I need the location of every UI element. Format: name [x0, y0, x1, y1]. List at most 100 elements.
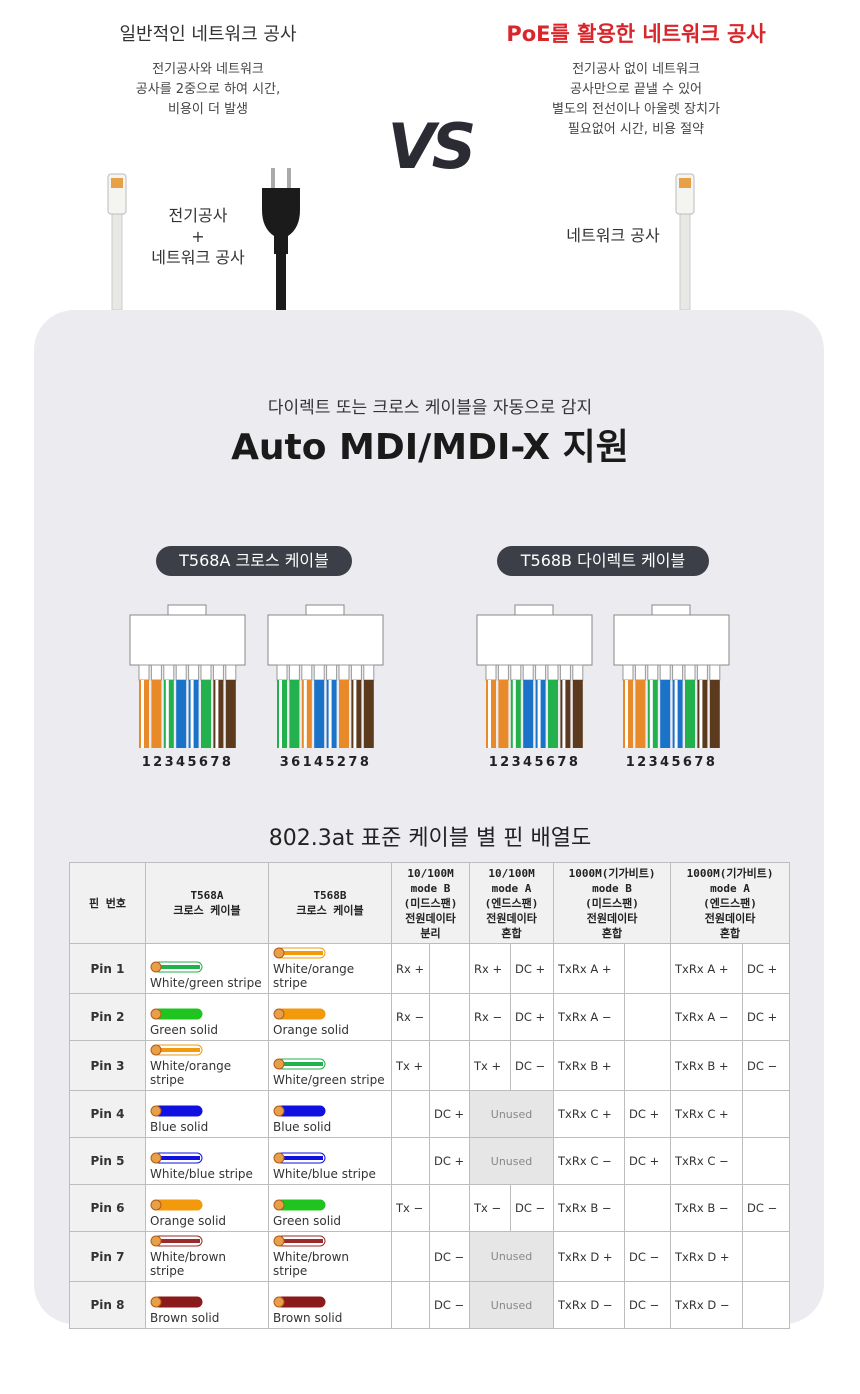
signal-cell	[428, 1184, 471, 1232]
header-line: 전원데이타	[704, 911, 756, 925]
unused-cell: Unused	[469, 1281, 555, 1329]
wire-stripe	[281, 1062, 323, 1066]
rj45-connector: 12345678	[476, 604, 593, 770]
signal-cell: Rx +	[469, 943, 512, 994]
wire-cell: Brown solid	[268, 1281, 392, 1329]
wire-cell: Blue solid	[145, 1090, 269, 1138]
text-line: 전기공사 없이 네트워크	[572, 62, 700, 77]
text-line: 네트워크 공사	[566, 226, 660, 245]
wire	[660, 680, 671, 748]
contact	[163, 664, 175, 681]
wire-stripe	[674, 680, 678, 748]
wire-icon	[150, 961, 203, 973]
contact	[672, 664, 684, 681]
contact	[696, 664, 708, 681]
wire-core	[150, 1008, 162, 1020]
wire-stripe	[562, 680, 566, 748]
pin-cell: Pin 6	[69, 1184, 146, 1232]
signal-cell: DC +	[624, 1090, 672, 1138]
signal-cell: DC +	[742, 993, 791, 1041]
left-label: 전기공사 + 네트워크 공사	[118, 205, 278, 268]
header-cell: 1000M(기가비트) mode B (미드스팬) 전원데이타 혼합	[553, 862, 672, 944]
wire-stripe	[158, 1156, 200, 1160]
signal-cell: TxRx A +	[553, 943, 626, 994]
wire-label: Green solid	[150, 1023, 219, 1037]
wire-stripe	[158, 1048, 200, 1052]
header-line: T568B	[313, 889, 347, 902]
table-row: Pin 7 White/brown stripe White/brown strip…	[69, 1231, 791, 1282]
contact	[188, 664, 200, 681]
wire-core	[150, 1296, 162, 1308]
wire-stripe	[158, 1239, 200, 1243]
lan-cable-left	[107, 173, 127, 310]
wire-cell: Green solid	[268, 1184, 392, 1232]
pin-cell: Pin 2	[69, 993, 146, 1041]
header-cell: 10/100M mode A (엔드스팬) 전원데이타 혼합	[469, 862, 555, 944]
contact	[572, 664, 584, 681]
wire-icon	[150, 1235, 203, 1247]
wire-icon	[150, 1044, 203, 1056]
signal-cell: DC −	[624, 1231, 672, 1282]
contact	[225, 664, 237, 681]
connector-body	[129, 614, 246, 666]
text-line: 전기공사와 네트워크	[152, 62, 264, 77]
wire-cell: White/green stripe	[145, 943, 269, 994]
header-cell: T568B 크로스 케이블	[268, 862, 392, 944]
connector-tab	[305, 604, 345, 617]
wire-label: Orange solid	[150, 1214, 227, 1228]
table-row: Pin 5 White/blue stripe White/blue stripe D…	[69, 1137, 791, 1185]
wire-core	[150, 1044, 162, 1056]
mdi-title: Auto MDI/MDI-X 지원	[231, 427, 629, 468]
wire-core	[273, 1105, 285, 1117]
header-line: mode A	[491, 881, 532, 895]
connector-tab	[514, 604, 554, 617]
wire-icon	[150, 1008, 203, 1020]
signal-cell: DC +	[428, 1137, 471, 1185]
wire-cell: Blue solid	[268, 1090, 392, 1138]
wire-stripe	[649, 680, 653, 748]
wire-stripe	[303, 680, 307, 748]
wire-stripe	[353, 680, 357, 748]
header-line: 혼합	[719, 926, 741, 940]
header-cell: 1000M(기가비트) mode A (엔드스팬) 전원데이타 혼합	[670, 862, 791, 944]
signal-cell: Tx +	[391, 1040, 430, 1091]
right-label: 네트워크 공사	[533, 225, 693, 246]
connector-body	[476, 614, 593, 666]
signal-cell: DC −	[510, 1040, 555, 1091]
wire-core	[150, 1152, 162, 1164]
text-line: 비용이 더 발생	[167, 102, 249, 117]
rj45-connector: 12345678	[129, 604, 246, 770]
wire	[548, 680, 558, 748]
connector-diagrams: 12345678 36145278 12345678 12345678	[129, 604, 730, 770]
wire	[201, 680, 211, 748]
header-line: T568A	[190, 889, 224, 902]
wire-cell: Orange solid	[145, 1184, 269, 1232]
wire-stripe	[215, 680, 219, 748]
wire-stripe	[279, 680, 282, 748]
signal-cell	[624, 943, 672, 994]
wire-stripe	[141, 680, 144, 748]
header-line: mode B	[592, 881, 632, 895]
wire-stripe	[158, 965, 200, 969]
rj45-connector: 12345678	[613, 604, 730, 770]
wire	[363, 680, 374, 748]
vs-text: VS	[387, 110, 477, 183]
table-row: Pin 8 Brown solid Brown solid DC − Unused TxR…	[69, 1281, 791, 1329]
wire-core	[273, 1008, 285, 1020]
wire-cell: Orange solid	[268, 993, 392, 1041]
text-line: 전기공사	[168, 206, 228, 225]
contact	[175, 664, 187, 681]
header-line: (엔드스팬)	[703, 896, 757, 910]
wire-label: White/blue stripe	[150, 1167, 253, 1181]
wire-label: Blue solid	[150, 1120, 209, 1134]
contact	[547, 664, 559, 681]
header-line: (미드스팬)	[403, 896, 458, 910]
table-row: Pin 1 White/green stripe White/orange stri…	[69, 943, 791, 994]
signal-cell: TxRx C +	[670, 1090, 744, 1138]
signal-cell	[624, 1040, 672, 1091]
wire-icon	[273, 1199, 326, 1211]
contact	[338, 664, 350, 681]
header-line: mode A	[710, 881, 750, 895]
contact	[535, 664, 547, 681]
